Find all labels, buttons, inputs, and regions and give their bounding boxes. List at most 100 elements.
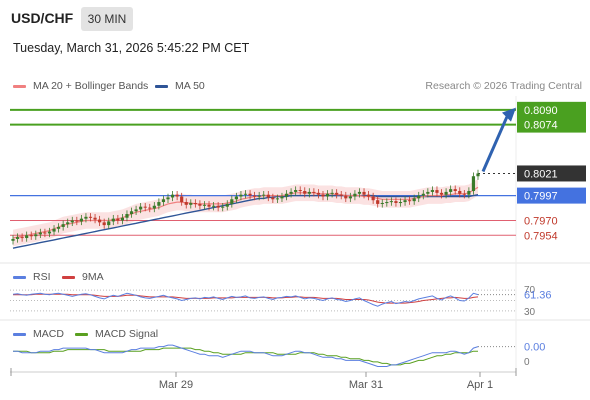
datetime-label: Tuesday, March 31, 2026 5:45:22 PM CET <box>13 41 250 55</box>
forecast-arrow-shaft <box>481 116 509 173</box>
legend-macd-label: MACD <box>33 328 64 340</box>
candle-body <box>34 234 38 237</box>
rsi-ma-swatch <box>62 275 75 279</box>
candle-body <box>107 221 111 226</box>
level-badge-0.8074 <box>517 116 586 133</box>
candle-body <box>88 216 93 218</box>
candle-body <box>243 193 248 195</box>
candle-body <box>453 189 457 191</box>
candle-body <box>157 202 161 206</box>
level-badge-0.8021 <box>517 165 586 182</box>
candle-body <box>93 217 97 220</box>
candle-body <box>371 196 375 201</box>
candle-body <box>230 199 234 204</box>
candle-body <box>125 214 129 218</box>
candle-body <box>462 193 466 195</box>
x-tick-label: Mar 31 <box>349 379 383 391</box>
candle-body <box>38 232 42 235</box>
macd-signal-line <box>13 347 478 366</box>
level-badge-0.8090 <box>517 101 586 118</box>
candle-body <box>207 204 211 207</box>
candle-body <box>43 232 47 234</box>
candle-body <box>25 235 29 239</box>
candle-body <box>312 191 316 193</box>
x-tick-label: Mar 29 <box>159 379 193 391</box>
rsi-swatch <box>13 275 26 279</box>
candle-body <box>449 189 453 192</box>
candle-body <box>335 192 339 195</box>
level-label-0.8074: 0.8074 <box>524 120 558 132</box>
candle-body <box>471 176 476 191</box>
legend-ma20: MA 20 + Bollinger Bands <box>13 80 148 92</box>
symbol-title: USD/CHF <box>11 10 74 26</box>
candle-body <box>56 226 61 229</box>
candle-body <box>198 203 202 206</box>
macd-swatch <box>13 332 26 336</box>
legend-macd: MACD <box>13 328 64 340</box>
candle-body <box>362 191 366 195</box>
candle-body <box>84 216 88 219</box>
candle-body <box>435 190 439 193</box>
candle-body <box>139 206 143 210</box>
candle-body <box>476 173 480 177</box>
candle-body <box>70 220 74 223</box>
level-label-0.7997: 0.7997 <box>524 191 558 203</box>
candle-body <box>280 196 284 199</box>
candle-body <box>366 194 371 197</box>
candle-body <box>271 197 275 200</box>
candle-body <box>289 191 293 194</box>
candle-body <box>439 192 444 195</box>
rsi-current-label: 61.36 <box>524 290 552 302</box>
candle-body <box>412 198 416 202</box>
candle-body <box>239 194 243 197</box>
candle-body <box>421 193 425 196</box>
candle-body <box>408 200 412 202</box>
macd-zero-label: 0 <box>524 357 530 368</box>
candle-body <box>275 198 280 200</box>
candle-body <box>430 190 435 192</box>
candle-body <box>143 206 147 208</box>
candle-body <box>225 203 229 207</box>
candle-body <box>29 235 33 237</box>
candle-body <box>353 193 357 197</box>
candle-body <box>298 190 302 192</box>
candle-body <box>129 211 134 215</box>
candle-body <box>325 193 330 197</box>
candle-body <box>348 196 352 199</box>
candle-body <box>111 218 115 222</box>
candle-body <box>79 218 83 222</box>
candle-body <box>184 202 188 205</box>
candle-body <box>216 205 220 208</box>
timeframe-badge[interactable]: 30 MIN <box>81 7 133 31</box>
forecast-arrow-head <box>502 107 516 122</box>
candle-body <box>344 195 348 199</box>
candle-body <box>98 219 102 223</box>
legend-ma50-label: MA 50 <box>175 80 205 92</box>
legend-macd-signal-label: MACD Signal <box>95 328 159 340</box>
candle-body <box>389 201 393 203</box>
candle-body <box>294 190 298 192</box>
credit-text: Research © 2026 Trading Central <box>425 80 582 92</box>
candle-body <box>385 202 389 204</box>
candle-body <box>193 202 197 204</box>
candle-body <box>75 220 79 222</box>
candle-body <box>161 199 166 203</box>
candle-body <box>20 237 24 239</box>
candle-body <box>189 202 193 205</box>
rsi-line <box>12 292 479 307</box>
macd-line <box>13 344 479 367</box>
candle-body <box>120 217 125 221</box>
candle-body <box>316 192 321 195</box>
candle-body <box>234 196 238 200</box>
candle-body <box>116 218 120 221</box>
candle-body <box>321 194 325 197</box>
candle-body <box>307 191 311 194</box>
candle-body <box>166 197 170 200</box>
candle-body <box>458 190 462 194</box>
candle-body <box>398 202 403 204</box>
candle-body <box>134 209 138 212</box>
legend-rsi-ma: 9MA <box>62 271 104 283</box>
legend-ma50: MA 50 <box>155 80 205 92</box>
candle-body <box>202 204 207 206</box>
